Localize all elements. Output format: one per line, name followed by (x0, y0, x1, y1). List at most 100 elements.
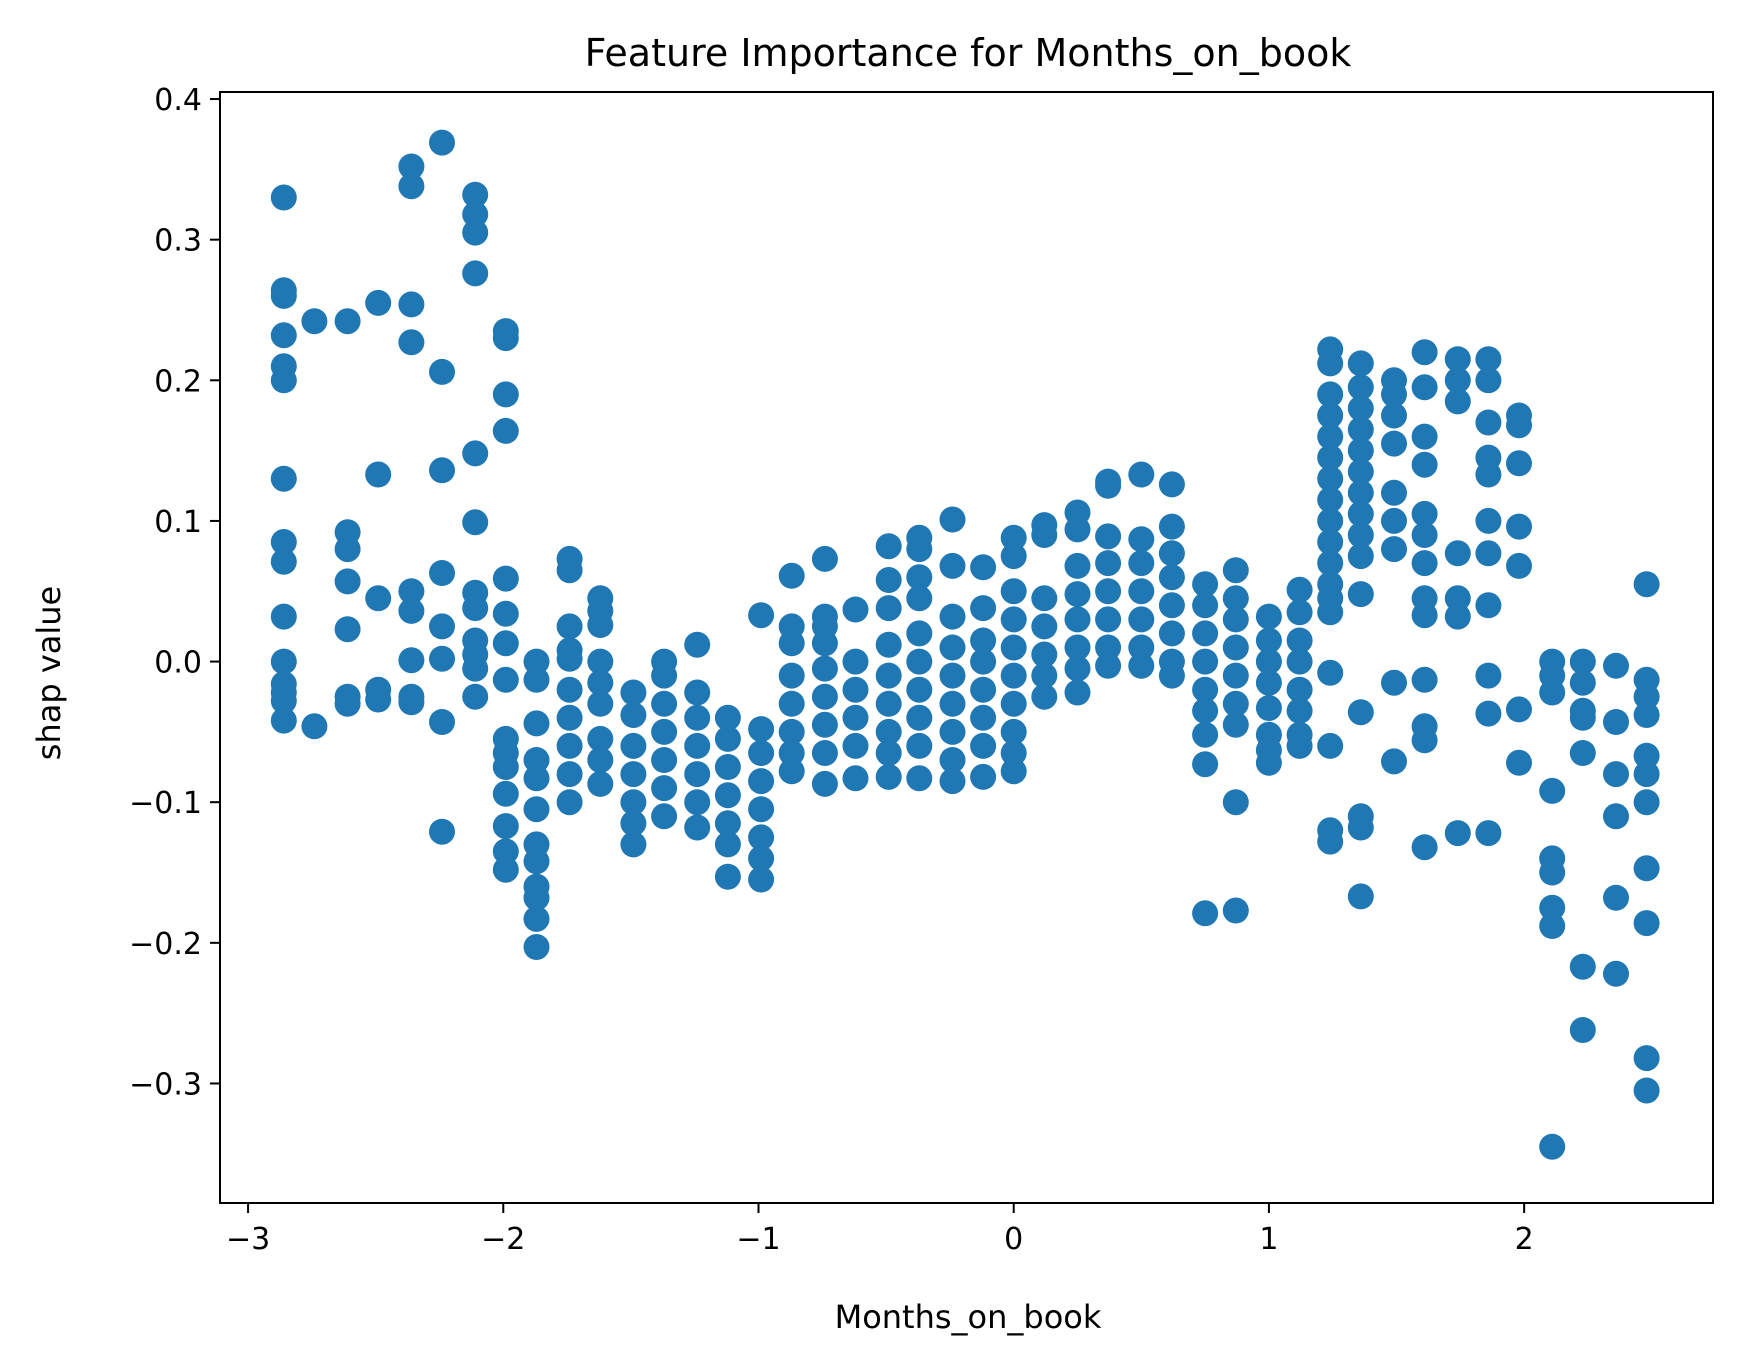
data-point (1128, 652, 1155, 679)
x-tick-label: 0 (1004, 1222, 1023, 1257)
data-point (398, 578, 425, 605)
data-point (651, 662, 678, 689)
chart-title: Feature Importance for Months_on_book (585, 31, 1352, 75)
data-point (1444, 540, 1471, 567)
x-tick-label: 1 (1259, 1222, 1278, 1257)
data-point (1222, 557, 1249, 584)
data-point (398, 329, 425, 356)
data-point (1317, 465, 1344, 492)
data-point (1255, 749, 1282, 776)
data-point (556, 557, 583, 584)
data-point (492, 630, 519, 657)
data-point (1192, 900, 1219, 927)
data-point (334, 536, 361, 563)
data-point (1255, 603, 1282, 630)
data-point (778, 740, 805, 766)
data-point (1411, 550, 1438, 577)
data-point (1000, 758, 1027, 785)
data-point (1095, 634, 1122, 661)
data-point (429, 709, 455, 735)
data-point (1128, 461, 1155, 488)
data-point (842, 648, 869, 675)
data-point (1569, 740, 1596, 766)
plot-frame (219, 91, 1714, 1204)
data-point (1222, 897, 1249, 924)
data-point (620, 831, 647, 858)
data-point (523, 765, 550, 792)
data-point (1128, 606, 1155, 633)
data-point (1475, 592, 1502, 619)
y-axis-label: shap value (30, 586, 68, 760)
data-point (301, 308, 328, 335)
data-point (811, 711, 838, 738)
data-point (1603, 709, 1629, 735)
data-point (1286, 599, 1313, 626)
data-point (970, 627, 997, 654)
data-point (1031, 522, 1058, 548)
data-point (556, 613, 583, 640)
data-point (1192, 592, 1219, 619)
data-point (334, 308, 361, 335)
data-point (1031, 683, 1058, 710)
data-point (714, 831, 741, 858)
data-point (1411, 423, 1438, 450)
data-point (1633, 1077, 1660, 1104)
data-point (1444, 346, 1471, 373)
data-point (1347, 437, 1374, 464)
data-point (1000, 606, 1027, 633)
data-point (1255, 627, 1282, 654)
data-point (1222, 662, 1249, 689)
data-point (398, 689, 425, 716)
data-point (523, 666, 550, 693)
data-point (1539, 913, 1566, 939)
data-point (1158, 620, 1185, 647)
data-point (1411, 339, 1438, 366)
data-point (556, 704, 583, 731)
data-point (365, 686, 392, 713)
data-point (1381, 536, 1407, 563)
x-axis: −3 −2 −1 0 1 2 (226, 1203, 1534, 1257)
data-point (811, 683, 838, 710)
data-point (748, 716, 775, 743)
data-point (1347, 374, 1374, 401)
data-point (620, 789, 647, 816)
data-point (1475, 367, 1502, 394)
data-point (1603, 803, 1629, 830)
data-point (492, 417, 519, 444)
data-point (556, 676, 583, 703)
x-tick-label: −3 (226, 1222, 270, 1257)
data-point (1603, 761, 1629, 788)
data-point (1317, 402, 1344, 429)
data-point (270, 322, 297, 349)
data-point (270, 529, 297, 555)
data-point (1000, 634, 1027, 661)
x-axis-label: Months_on_book (835, 1298, 1102, 1336)
data-point (651, 747, 678, 773)
data-point (1411, 374, 1438, 401)
data-point (1317, 486, 1344, 513)
data-point (1347, 699, 1374, 726)
data-point (1317, 550, 1344, 577)
data-point (1031, 641, 1058, 668)
data-point (398, 153, 425, 180)
data-point (587, 690, 614, 717)
data-point (748, 824, 775, 851)
data-point (1255, 695, 1282, 721)
data-point (587, 725, 614, 752)
data-point (684, 761, 711, 788)
data-point (1192, 751, 1219, 778)
data-point (462, 683, 489, 710)
data-point (620, 732, 647, 759)
data-point (1475, 409, 1502, 436)
data-point (587, 770, 614, 797)
scatter-points (270, 129, 1660, 1160)
data-point (587, 669, 614, 696)
data-point (1347, 543, 1374, 570)
data-point (429, 457, 455, 484)
data-point (1347, 458, 1374, 485)
data-point (365, 289, 392, 316)
data-point (1255, 648, 1282, 675)
data-point (462, 595, 489, 622)
data-point (875, 763, 902, 790)
